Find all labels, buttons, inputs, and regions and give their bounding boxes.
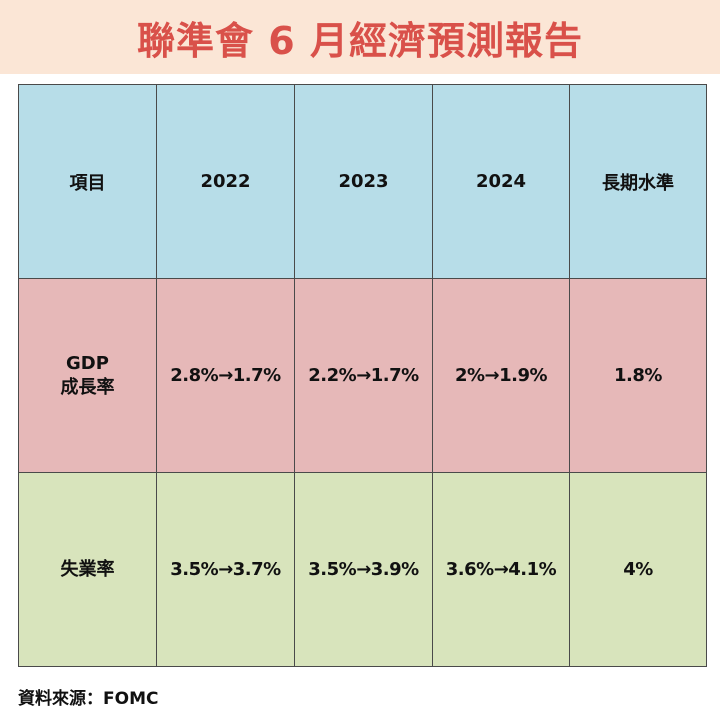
table-row-unemployment: 失業率 3.5%→3.7% 3.5%→3.9% 3.6%→4.1% 4%	[18, 472, 707, 667]
unemployment-2024-cell: 3.6%→4.1%	[432, 472, 570, 667]
row-label-gdp-line1: GDP	[66, 352, 109, 374]
row-label-gdp: GDP 成長率	[18, 278, 157, 473]
forecast-table: 項目 2022 2023 2024 長期水準 GDP 成長率 2.8%→1.7%…	[18, 84, 707, 667]
table-header-row: 項目 2022 2023 2024 長期水準	[18, 84, 707, 279]
unemployment-2023-cell: 3.5%→3.9%	[294, 472, 433, 667]
header-2024: 2024	[432, 84, 570, 279]
title-banner: 聯準會 6 月經濟預測報告	[0, 0, 720, 74]
row-label-unemployment-line1: 失業率	[60, 558, 115, 580]
row-label-unemployment: 失業率	[18, 472, 157, 667]
gdp-long-run-cell: 1.8%	[569, 278, 707, 473]
gdp-2023-cell: 2.2%→1.7%	[294, 278, 433, 473]
source-note: 資料來源：FOMC	[18, 689, 159, 709]
header-item: 項目	[18, 84, 157, 279]
header-2022: 2022	[156, 84, 295, 279]
row-label-gdp-line2: 成長率	[60, 376, 115, 398]
unemployment-long-run-cell: 4%	[569, 472, 707, 667]
header-2023: 2023	[294, 84, 433, 279]
gdp-2024-cell: 2%→1.9%	[432, 278, 570, 473]
page-title: 聯準會 6 月經濟預測報告	[137, 18, 583, 63]
table-row-gdp: GDP 成長率 2.8%→1.7% 2.2%→1.7% 2%→1.9% 1.8%	[18, 278, 707, 473]
header-long-run: 長期水準	[569, 84, 707, 279]
unemployment-2022-cell: 3.5%→3.7%	[156, 472, 295, 667]
gdp-2022-cell: 2.8%→1.7%	[156, 278, 295, 473]
